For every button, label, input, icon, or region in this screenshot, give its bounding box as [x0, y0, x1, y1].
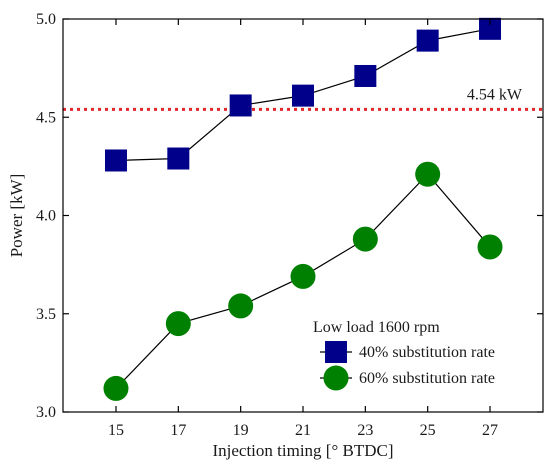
legend-label: 60% substitution rate	[359, 370, 495, 387]
data-point	[167, 147, 190, 170]
data-point	[228, 293, 254, 319]
data-point	[290, 263, 316, 289]
data-point	[477, 234, 503, 260]
y-axis-title: Power [kW]	[7, 174, 26, 258]
series-1	[104, 17, 502, 172]
x-tick-label: 17	[170, 422, 186, 439]
legend-item: 40% substitution rate	[320, 341, 495, 363]
y-tick-label: 5.0	[36, 11, 56, 28]
data-point	[352, 226, 378, 252]
data-point	[354, 64, 377, 87]
x-tick-label: 27	[482, 422, 498, 439]
legend-label: 40% substitution rate	[359, 344, 495, 361]
legend: Low load 1600 rpm 40% substitution rate 6…	[313, 319, 495, 391]
reference-line-label: 4.54 kW	[467, 86, 523, 103]
series-2	[103, 161, 503, 401]
x-tick-label: 15	[108, 422, 124, 439]
y-tick-label: 4.0	[36, 208, 56, 225]
x-tick-label: 25	[420, 422, 436, 439]
y-tick-label: 3.5	[36, 306, 56, 323]
legend-marker	[325, 341, 347, 363]
data-point	[292, 84, 314, 107]
data-point	[104, 149, 127, 172]
x-tick-label: 21	[295, 422, 311, 439]
x-tick-label: 19	[233, 422, 249, 439]
data-point	[103, 375, 129, 401]
legend-title: Low load 1600 rpm	[313, 319, 440, 336]
data-point	[416, 29, 439, 52]
x-axis-title: Injection timing [° BTDC]	[212, 441, 393, 460]
legend-item: 60% substitution rate	[320, 365, 495, 391]
data-point	[479, 17, 502, 40]
x-tick-label: 23	[357, 422, 373, 439]
y-tick-label: 4.5	[36, 109, 56, 126]
data-point	[229, 94, 252, 117]
data-point	[165, 311, 191, 337]
data-point	[415, 161, 441, 187]
legend-marker	[323, 365, 349, 391]
y-tick-label: 3.0	[36, 404, 56, 421]
